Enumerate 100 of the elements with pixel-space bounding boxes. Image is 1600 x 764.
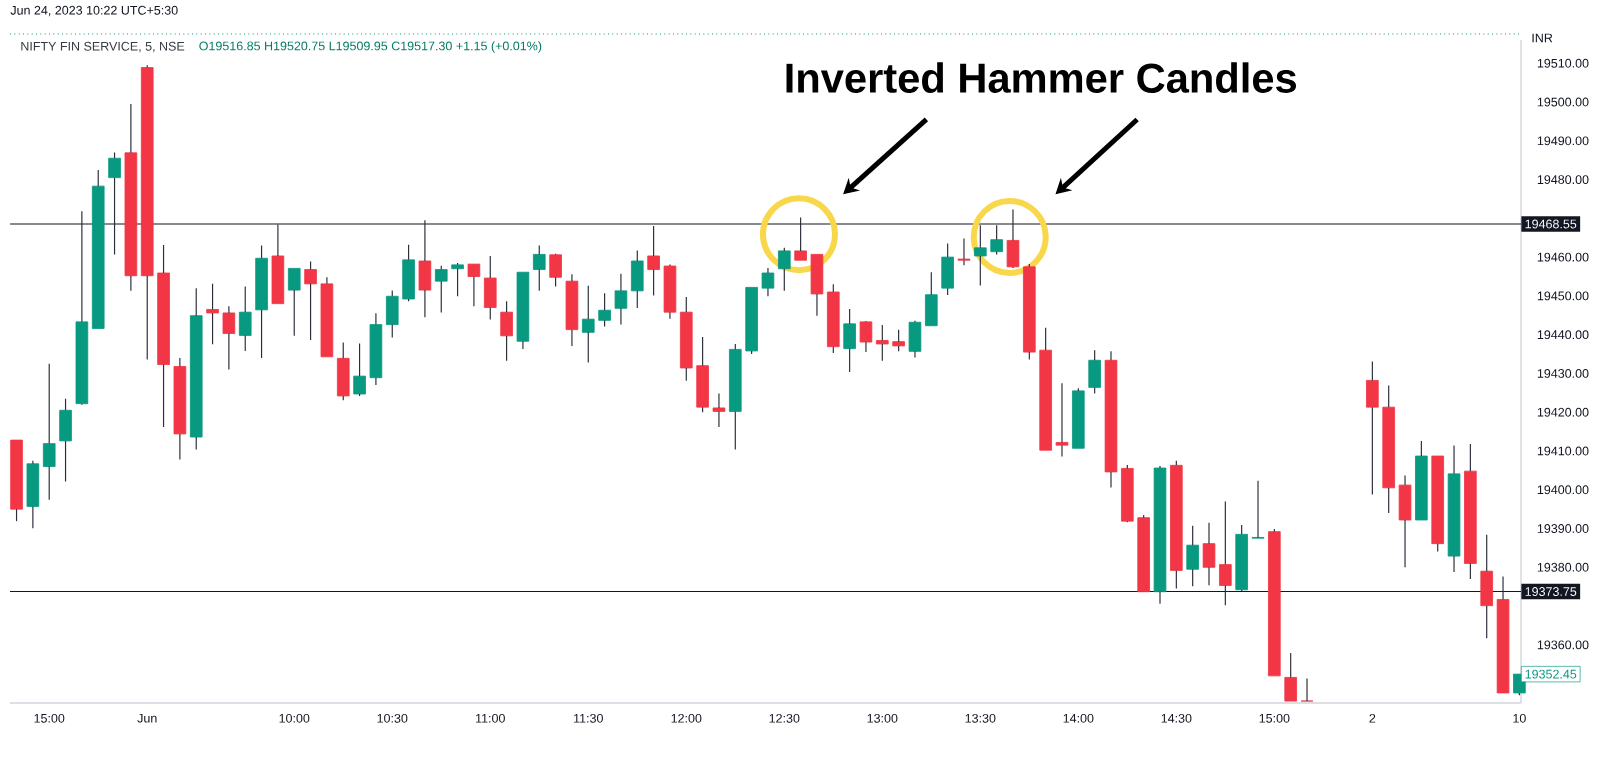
candlestick	[663, 263, 677, 320]
y-tick-label: 19410.00	[1537, 446, 1589, 456]
candlestick	[287, 267, 301, 337]
candlestick	[59, 398, 72, 483]
x-tick-label: 12:30	[769, 713, 800, 723]
y-tick-label: 19380.00	[1537, 562, 1589, 572]
candlestick	[1055, 382, 1069, 457]
candlestick	[1104, 350, 1118, 489]
candlestick	[1284, 652, 1297, 702]
x-tick-label: 11:00	[476, 713, 505, 723]
candlestick	[385, 289, 399, 338]
candlestick	[876, 324, 889, 362]
candlestick	[810, 253, 824, 317]
candlestick	[1170, 460, 1183, 590]
candlestick	[614, 273, 628, 326]
candlestick	[483, 255, 497, 321]
candlestick	[467, 263, 481, 307]
candlestick	[679, 296, 693, 382]
candlestick	[1398, 474, 1412, 568]
candlestick	[1447, 444, 1461, 573]
candlestick	[761, 267, 775, 297]
x-tick-label: 10:30	[377, 713, 408, 723]
candlestick	[157, 244, 170, 428]
y-tick-label: 19440.00	[1537, 330, 1589, 340]
x-tick-label: 2	[1369, 713, 1376, 723]
candlestick	[320, 276, 334, 358]
candlestick	[647, 225, 660, 297]
y-tick-label: 19400.00	[1537, 485, 1589, 495]
candlestick	[941, 242, 954, 296]
x-tick-label: 12:00	[671, 713, 702, 723]
candlestick	[42, 363, 56, 501]
candlestick	[1072, 387, 1085, 449]
x-tick-label: 14:00	[1063, 713, 1094, 723]
candlestick	[794, 216, 807, 261]
text: Jun 24, 2023 10:22 UTC+5:30	[10, 5, 178, 17]
candlestick	[1186, 525, 1199, 587]
candlestick	[26, 460, 40, 529]
y-axis-title: INR	[1532, 33, 1553, 43]
x-tick-label: 11:30	[574, 713, 603, 723]
candlestick	[206, 283, 219, 345]
candlestick	[1480, 534, 1494, 639]
chart-subtitle: O19516.85 H19520.75 L19509.95 C19517.30 +1.15 (+0.01%)	[199, 41, 542, 53]
candlestick	[434, 265, 448, 314]
candlestick	[696, 336, 709, 413]
candlestick	[1202, 522, 1216, 586]
ref-line-label: 19468.55	[1525, 219, 1577, 229]
x-tick-label: 15:00	[1259, 713, 1290, 723]
candlestick	[777, 247, 791, 292]
candlestick	[500, 300, 513, 362]
y-tick-label: 19480.00	[1537, 175, 1589, 185]
candlestick	[1137, 514, 1150, 593]
candlestick	[108, 151, 121, 255]
y-tick-label: 19460.00	[1537, 252, 1589, 262]
candlestick	[336, 341, 350, 401]
candlestick	[189, 287, 203, 451]
candlestick	[304, 260, 317, 341]
annotation: Inverted Hammer Candles	[786, 62, 1297, 93]
x-tick-label: 13:30	[965, 713, 996, 723]
candlestick	[1153, 465, 1167, 605]
candlestick	[124, 103, 138, 292]
y-tick-label: 19390.00	[1537, 524, 1589, 533]
candlestick	[75, 210, 89, 405]
y-tick-label: 19500.00	[1537, 97, 1589, 107]
candlestick	[516, 271, 530, 350]
candlestick	[451, 262, 464, 297]
x-tick-label: 14:30	[1161, 713, 1192, 723]
candlestick	[1366, 360, 1379, 495]
candlestick	[1382, 384, 1395, 514]
y-tick-label: 19360.00	[1537, 640, 1589, 650]
candlestick	[369, 312, 383, 386]
candlestick	[353, 342, 366, 397]
x-tick-label: 10	[1513, 713, 1526, 723]
y-tick-label: 19430.00	[1537, 369, 1589, 378]
candlestick	[1251, 480, 1265, 539]
chart-title: NIFTY FIN SERVICE, 5, NSE	[21, 41, 185, 53]
x-tick-label: 10:00	[279, 713, 310, 723]
candlestick	[271, 223, 285, 305]
x-tick-label: 15:00	[34, 713, 65, 723]
ref-line-label: 19373.75	[1525, 587, 1577, 596]
candlestick	[1006, 208, 1020, 268]
y-tick-label: 19420.00	[1537, 407, 1589, 417]
candlestick	[1219, 500, 1232, 606]
candlestick	[908, 320, 922, 359]
candlestick	[565, 273, 579, 347]
candlestick	[843, 308, 856, 373]
candlestick	[581, 285, 595, 364]
x-tick-label: 13:00	[867, 713, 898, 723]
candlestick	[140, 64, 154, 361]
candlestick	[173, 357, 187, 461]
y-tick-label: 19490.00	[1537, 136, 1589, 146]
candlestick	[957, 237, 971, 266]
candlestick	[598, 292, 611, 328]
candlestick	[859, 321, 873, 353]
candlestick	[532, 244, 546, 292]
candlestick	[712, 393, 726, 428]
x-tick-label: Jun	[137, 713, 157, 723]
y-tick-label: 19510.00	[1537, 58, 1589, 68]
candlestick	[418, 219, 432, 318]
candlestick	[222, 305, 236, 371]
y-tick-label: 19450.00	[1537, 291, 1589, 301]
